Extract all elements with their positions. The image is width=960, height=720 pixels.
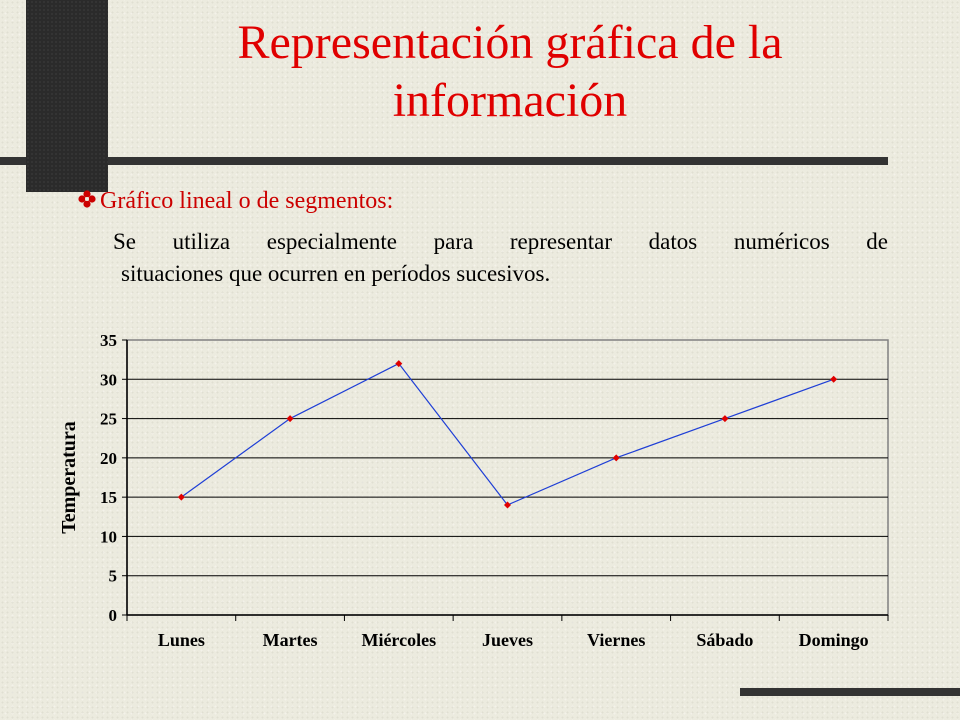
bullet-text: Gráfico lineal o de segmentos: (100, 188, 394, 214)
decorative-rule (108, 157, 888, 165)
body-line-1: Se utiliza especialmente para representa… (113, 229, 888, 254)
y-tick-label: 5 (109, 567, 118, 586)
y-tick-label: 35 (100, 331, 117, 350)
decorative-dark-block (26, 0, 108, 192)
slide-title: Representación gráfica de la información (237, 16, 783, 127)
y-tick-label: 10 (100, 527, 117, 546)
x-tick-label: Jueves (482, 630, 533, 650)
x-tick-label: Domingo (799, 630, 869, 650)
x-tick-label: Miércoles (361, 630, 436, 650)
plot-area (126, 339, 889, 616)
decorative-rule-bottom (740, 688, 960, 696)
diamond-bullet-icon (78, 188, 100, 215)
y-tick-label: 0 (109, 606, 118, 625)
x-tick-label: Viernes (587, 630, 645, 650)
x-tick-label: Lunes (158, 630, 205, 650)
data-point (721, 415, 729, 423)
decorative-rule-left (0, 157, 26, 165)
data-point (830, 375, 838, 383)
data-point (286, 415, 294, 423)
x-tick-label: Martes (263, 630, 318, 650)
data-point (177, 493, 185, 501)
y-tick-label: 20 (100, 449, 117, 468)
y-tick-label: 30 (100, 370, 117, 389)
series-line (181, 362, 834, 506)
data-point (504, 501, 511, 509)
y-axis-label: Temperatura (58, 421, 80, 534)
body-line-2: situaciones que ocurren en períodos suce… (121, 261, 551, 286)
data-point (612, 454, 620, 462)
line-chart: 0 5 10 15 20 25 30 35 Lunes Martes Miércoles Jueves… (58, 331, 889, 650)
y-tick-label: 25 (100, 410, 117, 429)
bullet-item: Gráfico lineal o de segmentos: (78, 188, 393, 215)
x-tick-label: Sábado (696, 630, 753, 650)
body-paragraph: Se utiliza especialmente para representa… (113, 226, 888, 290)
y-tick-label: 15 (100, 488, 117, 507)
data-point (395, 360, 403, 368)
